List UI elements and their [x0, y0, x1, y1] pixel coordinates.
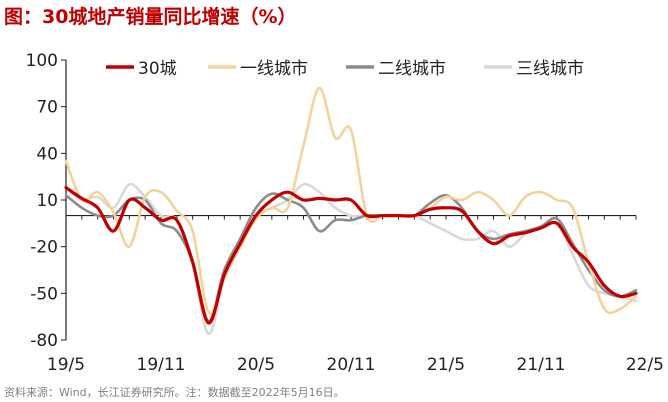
- y-tick-label: 10: [36, 191, 58, 211]
- y-tick-label: 40: [36, 144, 58, 164]
- source-note: 资料来源：Wind，长江证券研究所。注：数据截至2022年5月16日。: [4, 386, 345, 399]
- y-tick-label: 100: [26, 51, 58, 71]
- y-tick-label: 70: [36, 98, 58, 118]
- series-lines: [64, 86, 638, 336]
- x-tick-label: 20/11: [327, 355, 376, 375]
- chart-legend: 30城 一线城市 二线城市 三线城市: [106, 59, 584, 79]
- series-line-0: [64, 186, 638, 325]
- chart-title: 图：30城地产销量同比增速（%）: [4, 6, 297, 28]
- legend-label: 一线城市: [240, 59, 308, 79]
- y-tick-label: -50: [30, 284, 58, 304]
- x-tick-label: 22/5: [626, 355, 664, 375]
- y-tick-label: -20: [30, 238, 58, 258]
- legend-label: 30城: [138, 59, 177, 79]
- y-axis-ticks: 100 70 40 10 -20 -50 -80: [26, 51, 66, 351]
- x-axis-ticks: 19/5 19/11 20/5 20/11 21/5 21/11 22/5: [47, 355, 664, 375]
- y-tick-label: -80: [30, 331, 58, 351]
- x-tick-label: 19/5: [47, 355, 85, 375]
- x-tick-label: 21/11: [517, 355, 566, 375]
- x-tick-label: 21/5: [427, 355, 465, 375]
- series-line-1: [64, 86, 638, 315]
- legend-label: 三线城市: [516, 59, 584, 79]
- legend-label: 二线城市: [378, 59, 446, 79]
- x-tick-label: 20/5: [237, 355, 275, 375]
- x-tick-label: 19/11: [137, 355, 186, 375]
